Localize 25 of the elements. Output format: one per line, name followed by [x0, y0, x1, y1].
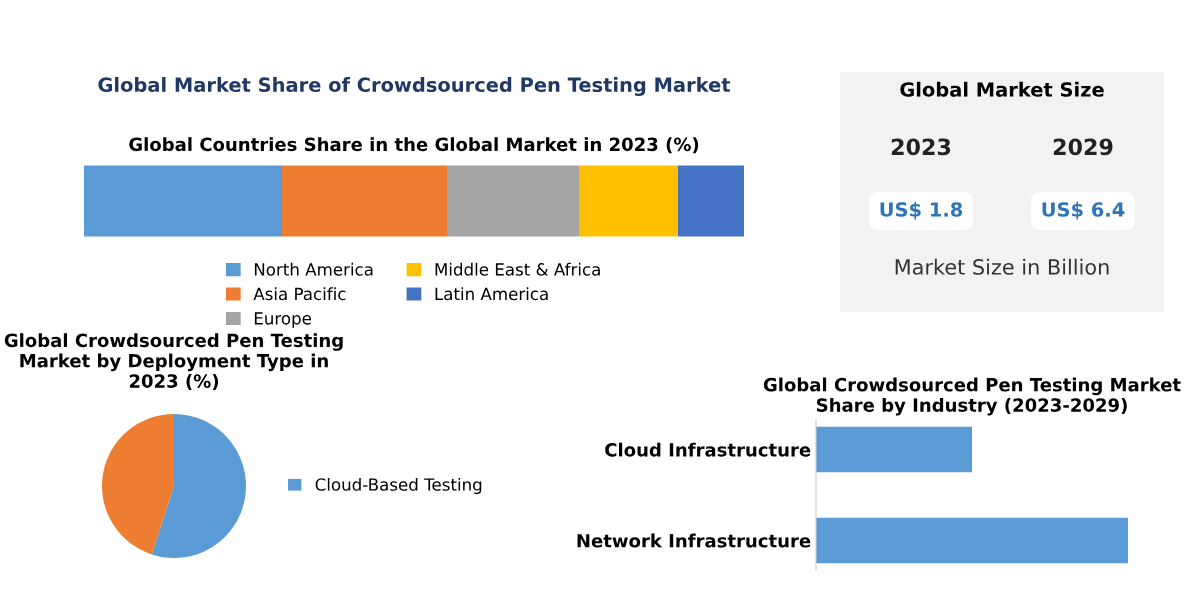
y-tick-label: Network Infrastructure	[577, 533, 811, 548]
pie-slice	[151, 414, 246, 558]
text: 2023	[891, 138, 951, 156]
legend-label: Asia Pacific	[253, 287, 346, 301]
bar	[282, 165, 447, 237]
bar	[678, 165, 744, 237]
chart-title: Global Crowdsourced Pen Testing Market by Deployment Type in 2023 (%)	[4, 333, 343, 391]
legend-label: Middle East & Africa	[435, 262, 600, 276]
legend-label: Latin America	[435, 287, 548, 301]
legend-label: Cloud-Based Testing	[315, 477, 482, 495]
legend-label: North America	[254, 262, 373, 276]
text: Global Market Size	[900, 81, 1104, 97]
bar	[579, 165, 678, 237]
y-tick-label: Cloud Infrastructure	[605, 442, 811, 457]
pie-slice	[102, 414, 174, 555]
text: 2029	[1053, 138, 1113, 156]
chart-subtitle: Global Countries Share in the Global Market in 2023 (%)	[129, 137, 699, 154]
text: US$ 1.8	[880, 201, 963, 220]
bar	[447, 165, 579, 237]
chart-title: Global Crowdsourced Pen Testing Market Share by Industry (2023-2029)	[763, 377, 1181, 416]
legend-label: Europe	[254, 312, 311, 328]
bar	[84, 165, 282, 237]
chart-title: Global Market Share of Crowdsourced Pen Testing Market	[98, 77, 731, 96]
text: Market Size in Billion	[895, 258, 1109, 275]
text: US$ 6.4	[1042, 201, 1125, 220]
